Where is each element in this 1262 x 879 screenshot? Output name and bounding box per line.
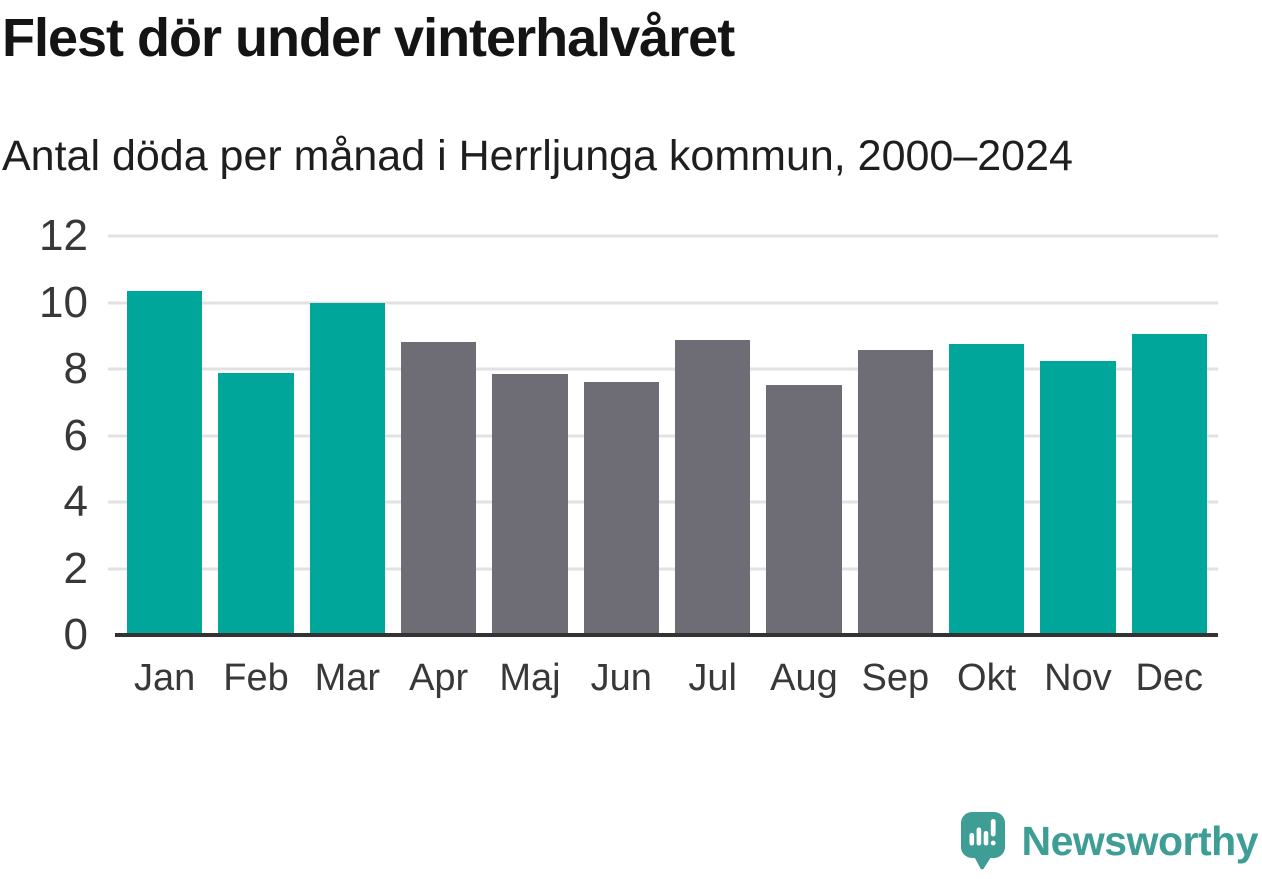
y-tick-label: 0	[63, 610, 88, 659]
x-axis-line	[115, 633, 1218, 637]
chart-subtitle: Antal döda per månad i Herrljunga kommun…	[2, 132, 1073, 180]
x-axis-labels: Jan Feb Mar Apr Maj Jun Jul Aug Sep Okt Nov Dec	[108, 655, 1218, 701]
y-tick-label: 6	[63, 410, 88, 460]
bar-jun	[583, 382, 659, 635]
bar-feb	[218, 373, 294, 635]
x-tick-label: Jul	[688, 657, 737, 699]
brand-footer: Newsworthy	[960, 812, 1259, 871]
bar-mar	[309, 302, 385, 635]
bars	[108, 236, 1218, 635]
bar-maj	[492, 374, 568, 635]
plot-area	[108, 234, 1218, 637]
gridline	[108, 500, 1218, 504]
x-tick-label: Mar	[314, 657, 381, 699]
bar-jan	[127, 290, 203, 635]
gridline	[108, 301, 1218, 304]
bar-nov	[1040, 361, 1116, 635]
gridline	[108, 434, 1218, 437]
y-tick-label: 12	[39, 211, 88, 260]
bar-dec	[1131, 334, 1207, 635]
x-tick-label: Maj	[499, 657, 561, 699]
brand-name: Newsworthy	[1021, 818, 1259, 864]
gridline	[108, 567, 1218, 571]
x-tick-label: Apr	[409, 657, 469, 699]
y-axis-labels: 0 2 4 6 8 10 12	[0, 214, 88, 657]
y-tick-label: 4	[63, 477, 88, 527]
x-tick-label: Feb	[223, 657, 289, 699]
gridline	[108, 367, 1218, 371]
x-tick-label: Jan	[134, 657, 196, 699]
bar-okt	[948, 343, 1025, 635]
bar-apr	[400, 342, 477, 635]
x-tick-label: Dec	[1135, 657, 1204, 699]
x-tick-label: Aug	[770, 657, 838, 699]
y-tick-label: 10	[39, 277, 88, 327]
gridline	[108, 234, 1218, 238]
chart-title: Flest dör under vinterhalvåret	[2, 8, 735, 68]
x-tick-label: Nov	[1044, 657, 1112, 699]
x-tick-label: Okt	[957, 657, 1017, 699]
newsworthy-logo-icon	[960, 812, 1005, 870]
bar-jul	[674, 339, 751, 635]
bar-aug	[766, 384, 842, 635]
y-tick-label: 8	[63, 344, 88, 394]
y-tick-label: 2	[63, 543, 88, 593]
bar-sep	[857, 350, 933, 635]
x-tick-label: Sep	[861, 657, 930, 699]
x-tick-label: Jun	[590, 657, 652, 699]
